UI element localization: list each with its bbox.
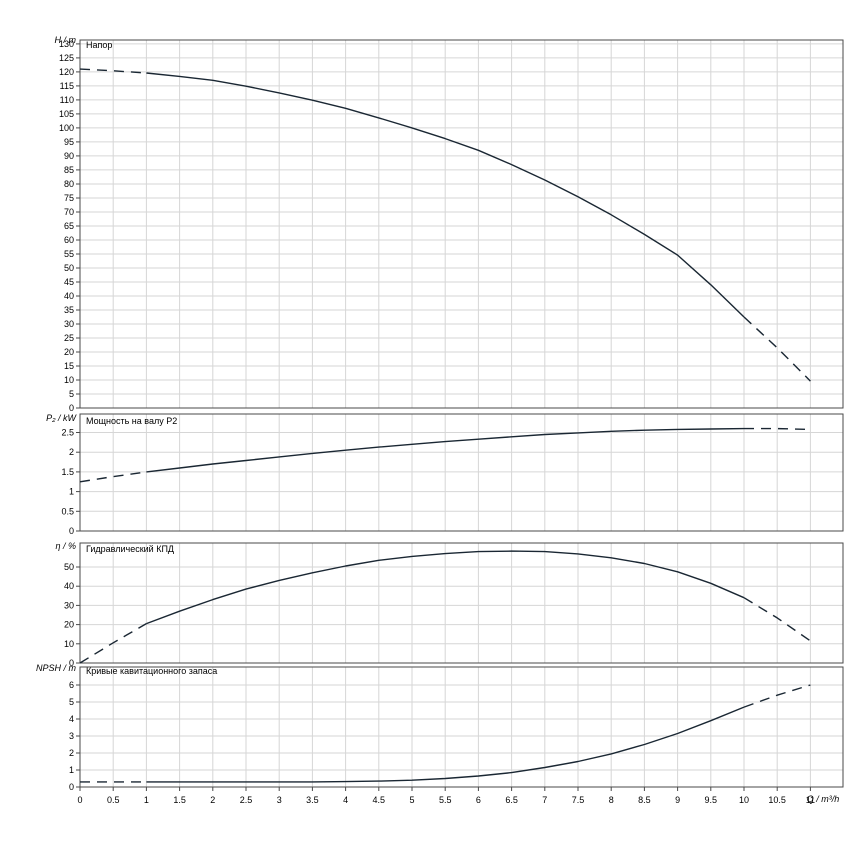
x-tick-label: 10.5 <box>768 795 786 805</box>
efficiency-curve-dashed-right <box>743 597 811 642</box>
efficiency-chart-title: Гидравлический КПД <box>86 544 175 554</box>
y-tick-label: 0 <box>69 403 74 413</box>
head-chart-title: Напор <box>86 40 113 50</box>
head-curve-dashed-right <box>743 316 811 382</box>
y-tick-label: 5 <box>69 389 74 399</box>
x-tick-label: 4 <box>343 795 348 805</box>
y-tick-label: 35 <box>64 305 74 315</box>
efficiency-y-axis-unit: η / % <box>55 541 76 551</box>
x-tick-label: 3.5 <box>306 795 319 805</box>
y-tick-label: 10 <box>64 639 74 649</box>
shaft-power-curve-dashed-right <box>744 427 811 431</box>
x-tick-label: 1 <box>144 795 149 805</box>
x-tick-label: 11 <box>806 795 815 805</box>
shaft-power-curve-dashed-left <box>79 471 147 483</box>
y-tick-label: 60 <box>64 235 74 245</box>
y-tick-label: 20 <box>64 347 74 357</box>
x-tick-label: 8.5 <box>638 795 651 805</box>
y-tick-label: 4 <box>69 714 74 724</box>
chart-border <box>79 666 844 788</box>
y-tick-label: 105 <box>59 109 74 119</box>
npsh-chart-title: Кривые кавитационного запаса <box>86 666 218 676</box>
x-tick-label: 5 <box>409 795 414 805</box>
x-tick-label: 7.5 <box>572 795 585 805</box>
x-tick-label: 6 <box>476 795 481 805</box>
y-tick-label: 0 <box>69 526 74 536</box>
y-tick-label: 0 <box>69 658 74 668</box>
y-tick-label: 50 <box>64 263 74 273</box>
y-tick-label: 2 <box>69 748 74 758</box>
y-tick-label: 40 <box>64 581 74 591</box>
chart-border <box>79 39 844 409</box>
y-tick-label: 2.5 <box>61 428 74 438</box>
chart-border <box>79 542 844 664</box>
y-tick-label: 90 <box>64 151 74 161</box>
x-tick-label: 3 <box>277 795 282 805</box>
x-tick-label: 6.5 <box>505 795 518 805</box>
x-tick-label: 1.5 <box>173 795 186 805</box>
y-tick-label: 75 <box>64 193 74 203</box>
y-tick-label: 5 <box>69 697 74 707</box>
x-tick-label: 10 <box>739 795 749 805</box>
npsh-y-axis-unit: NPSH / m <box>35 663 76 673</box>
y-tick-label: 45 <box>64 277 74 287</box>
y-tick-label: 2 <box>69 447 74 457</box>
y-tick-label: 25 <box>64 333 74 343</box>
y-tick-label: 1.5 <box>61 467 74 477</box>
y-tick-label: 30 <box>64 319 74 329</box>
x-tick-label: 2.5 <box>240 795 253 805</box>
y-tick-label: 0.5 <box>61 506 74 516</box>
power-chart-title: Мощность на валу P2 <box>86 416 178 426</box>
shaft-power-curve-solid <box>146 427 745 473</box>
x-tick-label: 0 <box>77 795 82 805</box>
y-tick-label: 40 <box>64 291 74 301</box>
y-tick-label: 3 <box>69 731 74 741</box>
y-tick-label: 1 <box>69 487 74 497</box>
efficiency-curve-solid <box>146 550 745 625</box>
y-tick-label: 6 <box>69 680 74 690</box>
y-tick-label: 100 <box>59 123 74 133</box>
x-tick-label: 9.5 <box>705 795 718 805</box>
head-curve-dashed-left <box>79 68 147 74</box>
head-y-axis-unit: H / m <box>54 35 77 45</box>
y-tick-label: 130 <box>59 39 74 49</box>
y-tick-label: 55 <box>64 249 74 259</box>
power-y-axis-unit: P₂ / kW <box>46 413 76 423</box>
y-tick-label: 15 <box>64 361 74 371</box>
efficiency-curve-dashed-left <box>79 622 147 664</box>
y-tick-label: 20 <box>64 620 74 630</box>
x-tick-label: 2 <box>210 795 215 805</box>
x-tick-label: 8 <box>609 795 614 805</box>
npsh-curve-dashed-right <box>743 684 811 708</box>
head-curve-solid <box>146 72 745 318</box>
chart-border <box>79 413 844 532</box>
npsh-curve-solid <box>146 706 745 783</box>
x-axis-unit: Q / m³/h <box>806 794 840 804</box>
y-tick-label: 115 <box>60 81 74 91</box>
y-tick-label: 10 <box>64 375 74 385</box>
y-tick-label: 80 <box>64 179 74 189</box>
y-tick-label: 120 <box>59 67 74 77</box>
x-tick-label: 0.5 <box>107 795 120 805</box>
y-tick-label: 70 <box>64 207 74 217</box>
y-tick-label: 65 <box>64 221 74 231</box>
y-tick-label: 125 <box>59 53 74 63</box>
y-tick-label: 0 <box>69 782 74 792</box>
y-tick-label: 95 <box>64 137 74 147</box>
x-tick-label: 7 <box>542 795 547 805</box>
y-tick-label: 85 <box>64 165 74 175</box>
x-tick-label: 9 <box>675 795 680 805</box>
y-tick-label: 110 <box>60 95 74 105</box>
y-tick-label: 30 <box>64 600 74 610</box>
x-tick-label: 4.5 <box>373 795 386 805</box>
y-tick-label: 50 <box>64 562 74 572</box>
x-tick-label: 5.5 <box>439 795 452 805</box>
y-tick-label: 1 <box>69 765 74 775</box>
